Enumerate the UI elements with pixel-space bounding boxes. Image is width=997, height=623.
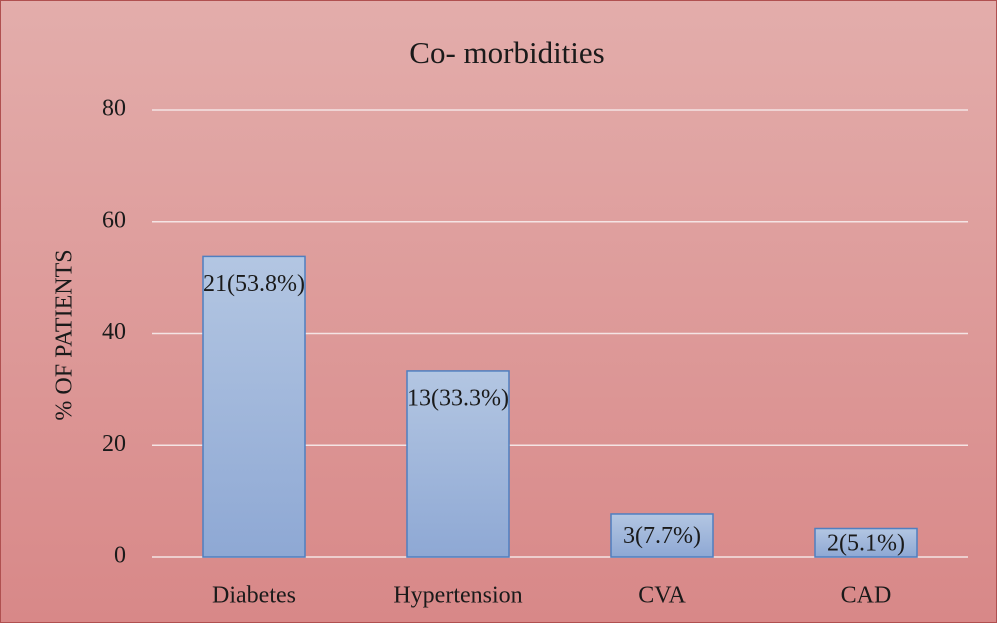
y-tick-label: 40	[102, 319, 126, 345]
y-axis-label: % OF PATIENTS	[52, 249, 78, 420]
y-tick-label: 60	[102, 207, 126, 233]
data-label: 2(5.1%)	[827, 530, 905, 556]
bar	[202, 255, 306, 558]
bar	[610, 513, 714, 558]
y-tick-label: 20	[102, 431, 126, 457]
y-tick-label: 0	[114, 543, 126, 569]
x-tick-label: Diabetes	[212, 583, 296, 609]
data-label: 13(33.3%)	[407, 385, 509, 411]
data-label: 21(53.8%)	[203, 271, 305, 297]
x-tick-label: CVA	[638, 583, 686, 609]
chart-title: Co- morbidities	[409, 35, 604, 70]
bar	[814, 527, 918, 558]
y-tick-label: 80	[102, 96, 126, 122]
x-tick-label: Hypertension	[393, 583, 522, 609]
x-tick-label: CAD	[841, 583, 892, 609]
bar	[406, 370, 510, 558]
data-label: 3(7.7%)	[623, 523, 701, 549]
